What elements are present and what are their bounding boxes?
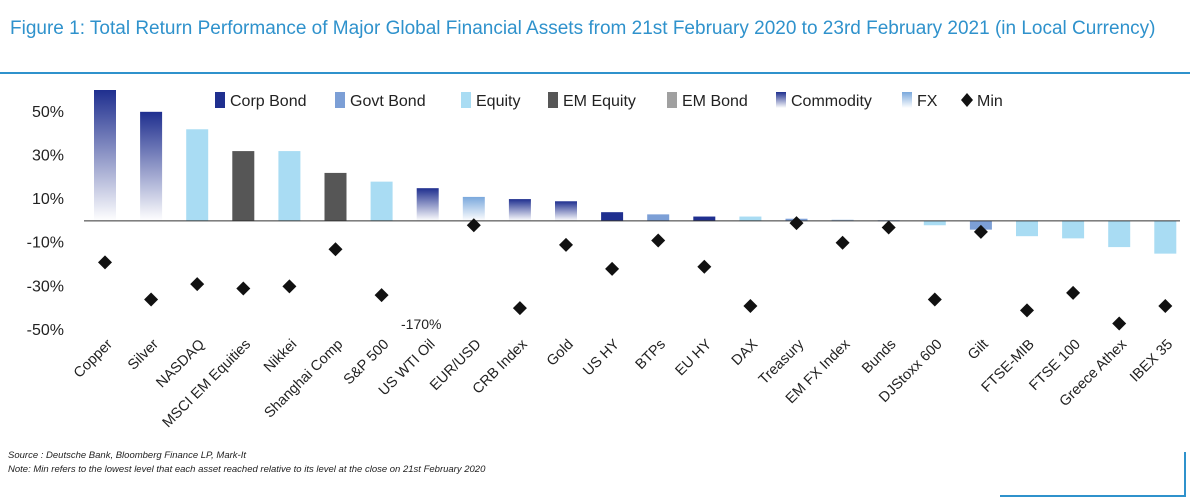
min-marker bbox=[743, 299, 758, 313]
x-tick-label: Shanghai Comp bbox=[261, 337, 346, 422]
bar-shanghai-comp bbox=[324, 172, 347, 221]
y-tick-label: 50% bbox=[32, 104, 64, 121]
x-tick-label: Gold bbox=[544, 337, 577, 370]
legend-swatch bbox=[776, 92, 786, 108]
min-marker bbox=[789, 216, 804, 231]
min-marker bbox=[1020, 303, 1034, 318]
title-box: Figure 1: Total Return Performance of Ma… bbox=[0, 0, 1190, 74]
source-text: Source : Deutsche Bank, Bloomberg Financ… bbox=[8, 450, 246, 461]
legend-label: FX bbox=[917, 93, 938, 110]
legend-swatch bbox=[335, 92, 345, 108]
frame-rule-bottom bbox=[1000, 495, 1186, 497]
bar-gold bbox=[555, 201, 577, 221]
x-tick-label: Copper bbox=[71, 336, 116, 381]
bars bbox=[94, 90, 1177, 254]
y-axis: 50% 30% 10% -10% -30% -50% bbox=[27, 104, 64, 339]
min-marker bbox=[512, 301, 527, 316]
min-marker bbox=[927, 292, 942, 307]
min-marker bbox=[374, 288, 389, 303]
y-tick-label: 30% bbox=[32, 147, 64, 164]
bar-btps bbox=[647, 214, 670, 221]
legend-swatch bbox=[667, 92, 677, 108]
bar-us-wti-oil bbox=[416, 188, 439, 221]
min-marker bbox=[98, 255, 112, 270]
bar-eur-usd bbox=[462, 196, 485, 221]
legend-swatch bbox=[215, 92, 225, 108]
x-tick-label: US HY bbox=[580, 336, 623, 379]
bar-silver bbox=[140, 111, 163, 221]
bar-us-hy bbox=[601, 212, 624, 221]
legend-swatch bbox=[548, 92, 558, 108]
min-marker bbox=[835, 235, 850, 250]
legend-label: Equity bbox=[476, 93, 520, 110]
legend-swatch bbox=[461, 92, 471, 108]
wti-min-annotation: -170% bbox=[401, 316, 441, 332]
x-tick-label: Silver bbox=[125, 336, 162, 373]
x-tick-label: MSCI EM Equities bbox=[160, 337, 255, 432]
legend-label: Corp Bond bbox=[230, 93, 307, 110]
bar-em-fx-index bbox=[831, 219, 854, 221]
y-tick-label: 10% bbox=[32, 191, 64, 208]
min-marker bbox=[1112, 316, 1127, 331]
bar-nikkei bbox=[278, 151, 301, 221]
legend-label: Min bbox=[977, 93, 1003, 110]
legend-swatch-min bbox=[961, 93, 973, 107]
min-markers bbox=[98, 216, 1173, 331]
y-tick-label: -50% bbox=[27, 322, 64, 339]
x-tick-label: IBEX 35 bbox=[1127, 337, 1176, 386]
min-marker bbox=[605, 261, 620, 276]
bar-eu-hy bbox=[693, 216, 716, 221]
legend-label: Govt Bond bbox=[350, 93, 426, 110]
footer: Source : Deutsche Bank, Bloomberg Financ… bbox=[8, 449, 1188, 477]
min-marker bbox=[1066, 285, 1081, 300]
x-tick-label: Gilt bbox=[965, 337, 992, 364]
min-marker bbox=[651, 233, 666, 248]
min-marker bbox=[973, 224, 988, 239]
legend-label: Commodity bbox=[791, 93, 872, 110]
min-marker bbox=[328, 242, 343, 257]
y-tick-label: -30% bbox=[27, 278, 64, 295]
min-marker bbox=[1158, 299, 1173, 313]
bar-ibex-35 bbox=[1154, 220, 1177, 254]
min-marker bbox=[559, 237, 573, 252]
bar-djstoxx-600 bbox=[923, 220, 946, 226]
x-tick-label: Nikkei bbox=[261, 337, 300, 376]
bar-ftse-mib bbox=[1016, 220, 1038, 237]
legend: Corp Bond Govt Bond Equity EM Equity EM Bond… bbox=[215, 92, 1003, 110]
x-tick-label: EU HY bbox=[672, 336, 715, 379]
min-marker bbox=[144, 292, 159, 307]
bar-ftse-100 bbox=[1062, 220, 1085, 239]
bar-greece-athex bbox=[1108, 220, 1131, 248]
note-text: Note: Min refers to the lowest level tha… bbox=[8, 464, 486, 475]
bar-dax bbox=[739, 216, 762, 221]
min-marker bbox=[881, 220, 896, 235]
min-marker bbox=[236, 281, 251, 296]
bar-msci-em-equities bbox=[232, 151, 255, 221]
bar-copper bbox=[94, 90, 116, 221]
legend-label: EM Bond bbox=[682, 93, 748, 110]
bar-s-p-500 bbox=[370, 181, 393, 221]
x-tick-label: DAX bbox=[729, 336, 762, 369]
y-tick-label: -10% bbox=[27, 235, 64, 252]
min-marker bbox=[466, 218, 481, 233]
min-marker bbox=[282, 279, 297, 294]
x-tick-label: BTPs bbox=[633, 337, 669, 373]
bar-crb-index bbox=[508, 199, 531, 221]
min-marker bbox=[190, 277, 205, 292]
frame-rule bbox=[1184, 452, 1186, 497]
x-tick-label: Bunds bbox=[859, 337, 899, 377]
legend-swatch bbox=[902, 92, 912, 108]
bar-nasdaq bbox=[186, 129, 209, 221]
legend-label: EM Equity bbox=[563, 93, 636, 110]
bar-chart: Corp Bond Govt Bond Equity EM Equity EM Bond… bbox=[27, 90, 1180, 431]
chart-title: Figure 1: Total Return Performance of Ma… bbox=[10, 18, 1156, 39]
min-marker bbox=[697, 259, 712, 274]
